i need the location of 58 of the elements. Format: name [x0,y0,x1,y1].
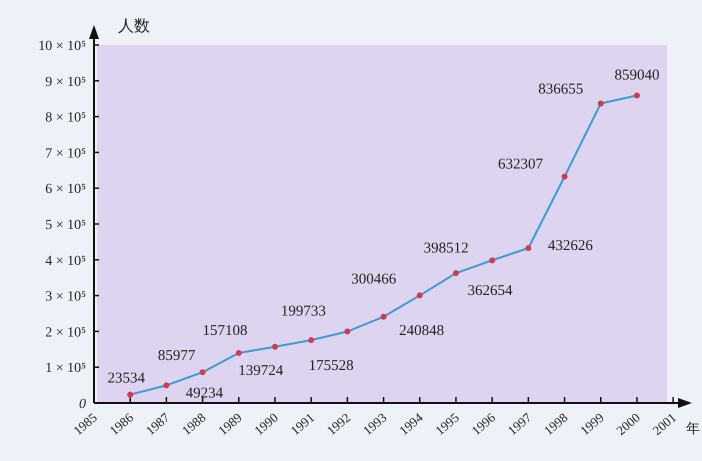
point [163,382,170,388]
point [452,270,459,276]
point [308,337,314,344]
point [344,328,350,334]
data-label: 240848 [399,322,444,339]
y-tick-label: 3 × 10⁵ [45,290,86,305]
x-tick-label: 1993 [360,410,390,438]
y-tick-label: 0 [79,397,86,412]
point [236,350,242,356]
x-tick-label: 1994 [396,409,426,438]
y-axis-title: 人数 [118,18,150,35]
data-label: 175528 [308,358,354,374]
data-label: 859040 [614,67,660,84]
point [200,369,206,376]
y-tick-label: 6 × 10⁵ [45,182,86,198]
point [380,314,387,320]
point [525,245,532,252]
x-tick-label: 1995 [432,410,462,438]
data-label: 157108 [202,322,248,339]
y-tick-label: 8 × 10⁵ [45,110,86,126]
x-tick-label: 1989 [215,410,245,438]
data-label: 23534 [107,370,146,387]
y-tick-label: 4 × 10⁵ [45,254,86,269]
x-tick-label: 1988 [178,410,209,438]
x-tick-label: 1986 [106,409,137,438]
data-label: 836655 [538,81,584,98]
data-label: 300466 [351,271,397,288]
y-tick-label: 9 × 10⁵ [45,74,86,90]
x-tick-label: 1990 [251,410,281,438]
point [272,344,278,350]
data-label: 398512 [424,240,469,256]
point [127,392,134,398]
point [634,92,640,98]
data-label: 432626 [548,238,594,254]
data-label: 632307 [498,156,544,173]
x-tick-label: 1985 [70,410,100,438]
point [562,174,568,180]
data-label: 199733 [280,303,326,320]
x-tick-label: 1999 [577,410,607,438]
x-tick-label: 1996 [468,409,498,438]
point [416,292,423,298]
x-tick-label: 2000 [613,410,643,438]
y-tick-label: 2 × 10⁵ [45,325,86,340]
y-tick-label: 7 × 10⁵ [45,146,86,162]
data-label: 362654 [467,283,513,300]
x-tick-label: 1998 [540,410,570,438]
point [598,100,604,106]
y-tick-label: 1 × 10⁵ [45,361,86,376]
data-label: 85977 [158,348,196,364]
data-label: 139724 [238,362,284,379]
y-tick-label: 5 × 10⁵ [45,218,86,233]
x-tick-label: 1992 [324,410,354,438]
x-tick-label: 2001 [650,410,680,438]
y-tick-label: 10 × 10⁵ [38,39,86,54]
x-tick-label: 1991 [288,410,318,438]
data-label: 49234 [186,385,224,402]
x-axis-title: 年 [686,421,700,437]
point [489,257,496,264]
